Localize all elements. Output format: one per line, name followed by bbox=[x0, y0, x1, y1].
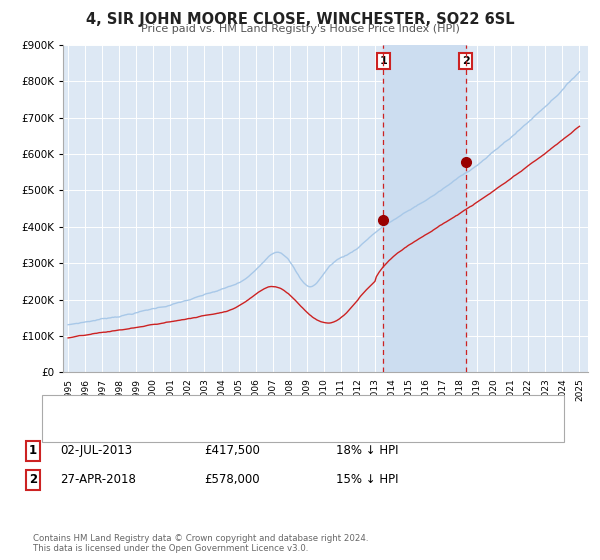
Text: 2008: 2008 bbox=[285, 378, 294, 401]
Text: 2004: 2004 bbox=[217, 378, 226, 401]
Text: 2025: 2025 bbox=[575, 378, 584, 401]
Text: 4, SIR JOHN MOORE CLOSE, WINCHESTER, SO22 6SL (detached house): 4, SIR JOHN MOORE CLOSE, WINCHESTER, SO2… bbox=[99, 404, 466, 414]
Text: HPI: Average price, detached house, Winchester: HPI: Average price, detached house, Winc… bbox=[99, 423, 350, 433]
Text: 2018: 2018 bbox=[455, 378, 464, 401]
Text: 27-APR-2018: 27-APR-2018 bbox=[60, 473, 136, 487]
Text: £578,000: £578,000 bbox=[204, 473, 260, 487]
Text: 1: 1 bbox=[380, 56, 388, 66]
Text: 1997: 1997 bbox=[98, 378, 107, 401]
Text: 2012: 2012 bbox=[353, 378, 362, 401]
Text: 2024: 2024 bbox=[558, 378, 567, 400]
Text: 2003: 2003 bbox=[200, 378, 209, 401]
Bar bbox=[383, 45, 466, 372]
Text: 1998: 1998 bbox=[115, 378, 124, 401]
Text: 02-JUL-2013: 02-JUL-2013 bbox=[60, 444, 132, 458]
Text: 2000: 2000 bbox=[149, 378, 158, 401]
Text: 2: 2 bbox=[29, 473, 37, 487]
Text: 2016: 2016 bbox=[422, 378, 431, 401]
Text: 1996: 1996 bbox=[80, 378, 89, 401]
Text: 2020: 2020 bbox=[490, 378, 499, 401]
Text: 2: 2 bbox=[462, 56, 470, 66]
Text: 2006: 2006 bbox=[251, 378, 260, 401]
Text: 1: 1 bbox=[29, 444, 37, 458]
Text: 1999: 1999 bbox=[132, 378, 141, 401]
Text: 2019: 2019 bbox=[473, 378, 482, 401]
Text: 2013: 2013 bbox=[370, 378, 379, 401]
Text: 2014: 2014 bbox=[388, 378, 397, 401]
Text: £417,500: £417,500 bbox=[204, 444, 260, 458]
Text: 2022: 2022 bbox=[524, 378, 533, 400]
Text: 2015: 2015 bbox=[404, 378, 413, 401]
Text: 2021: 2021 bbox=[507, 378, 516, 401]
Text: 2009: 2009 bbox=[302, 378, 311, 401]
Text: 2017: 2017 bbox=[439, 378, 448, 401]
Text: 4, SIR JOHN MOORE CLOSE, WINCHESTER, SO22 6SL: 4, SIR JOHN MOORE CLOSE, WINCHESTER, SO2… bbox=[86, 12, 514, 27]
Text: 15% ↓ HPI: 15% ↓ HPI bbox=[336, 473, 398, 487]
Text: 2002: 2002 bbox=[183, 378, 192, 401]
Text: 18% ↓ HPI: 18% ↓ HPI bbox=[336, 444, 398, 458]
Text: 2011: 2011 bbox=[337, 378, 346, 401]
Text: This data is licensed under the Open Government Licence v3.0.: This data is licensed under the Open Gov… bbox=[33, 544, 308, 553]
Text: 2023: 2023 bbox=[541, 378, 550, 401]
Text: Contains HM Land Registry data © Crown copyright and database right 2024.: Contains HM Land Registry data © Crown c… bbox=[33, 534, 368, 543]
Text: 1995: 1995 bbox=[64, 378, 73, 401]
Text: 2005: 2005 bbox=[234, 378, 243, 401]
Text: 2001: 2001 bbox=[166, 378, 175, 401]
Text: Price paid vs. HM Land Registry's House Price Index (HPI): Price paid vs. HM Land Registry's House … bbox=[140, 24, 460, 34]
Text: 2007: 2007 bbox=[268, 378, 277, 401]
Text: 2010: 2010 bbox=[319, 378, 328, 401]
